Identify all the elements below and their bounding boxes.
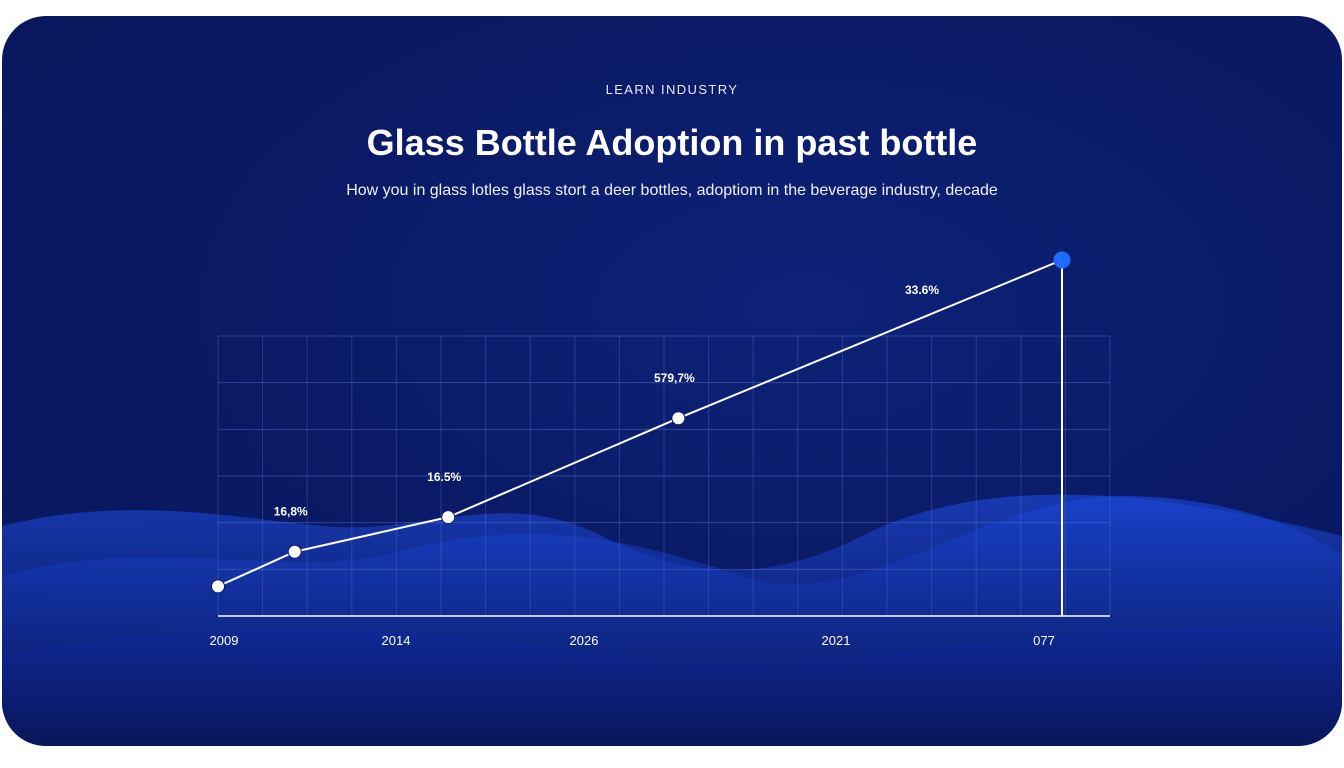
chart-subtitle: How you in glass lotles glass stort a de… <box>346 182 998 199</box>
data-label: 16.5% <box>427 470 461 484</box>
x-tick-label: 2021 <box>822 633 851 648</box>
highlight-data-point <box>1053 251 1071 269</box>
data-label: 33.6% <box>905 283 939 297</box>
x-tick-labels: 2009 2014 2026 2021 077 <box>210 633 1055 648</box>
chart-title: Glass Bottle Adoption in past bottle <box>366 122 978 163</box>
data-points <box>211 251 1071 594</box>
x-tick-label: 2009 <box>210 633 239 648</box>
x-tick-label: 2014 <box>382 633 411 648</box>
series-path <box>217 259 1063 588</box>
data-point <box>441 510 456 525</box>
data-point <box>211 579 225 594</box>
series-line <box>217 259 1063 616</box>
chart-card: LEARN INDUSTRY Glass Bottle Adoption in … <box>2 16 1342 746</box>
x-tick-label: 077 <box>1033 633 1055 648</box>
line-chart: 16,8% 16.5% 579,7% 33.6% 2009 2014 2026 2021 07… <box>210 251 1111 648</box>
chart-kicker: LEARN INDUSTRY <box>605 82 739 97</box>
data-labels: 16,8% 16.5% 579,7% 33.6% <box>274 283 940 519</box>
x-tick-label: 2026 <box>570 633 599 648</box>
data-label: 16,8% <box>274 505 308 519</box>
data-point <box>287 544 302 559</box>
background-waves <box>2 494 1342 746</box>
data-label: 579,7% <box>654 371 695 385</box>
data-point <box>671 411 686 426</box>
